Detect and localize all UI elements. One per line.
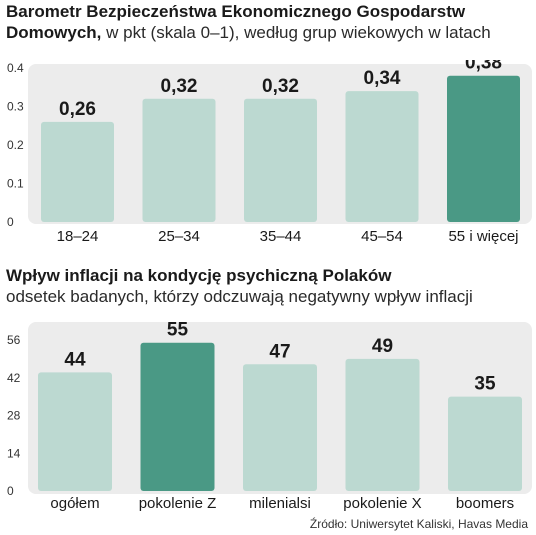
chart2-category-label: boomers bbox=[456, 495, 514, 512]
chart2-title: Wpływ inflacji na kondycję psychiczną Po… bbox=[6, 266, 392, 285]
chart1-category-label: 35–44 bbox=[260, 228, 302, 245]
chart1-title: Barometr Bezpieczeństwa Ekonomicznego Go… bbox=[6, 2, 466, 42]
chart2-category-label: pokolenie Z bbox=[139, 495, 217, 512]
chart2-category-label: milenialsi bbox=[249, 495, 311, 512]
chart1-category-label: 25–34 bbox=[158, 228, 200, 245]
chart2-category-label: pokolenie X bbox=[343, 495, 421, 512]
chart2-ytick: 28 bbox=[7, 409, 21, 423]
chart1-ytick: 0.1 bbox=[7, 177, 24, 191]
chart1-category-label: 45–54 bbox=[361, 228, 403, 245]
chart1-value-label: 0,32 bbox=[161, 76, 198, 97]
chart2-ytick: 56 bbox=[7, 333, 21, 347]
chart1-category-label: 55 i więcej bbox=[448, 228, 518, 245]
chart1-ytick: 0.2 bbox=[7, 138, 24, 152]
chart2-bar bbox=[448, 396, 522, 491]
source-note: Źródło: Uniwersytet Kaliski, Havas Media bbox=[309, 517, 528, 531]
chart2-subtitle: odsetek badanych, którzy odczuwają negat… bbox=[6, 287, 473, 306]
chart2-value-label: 49 bbox=[372, 336, 393, 357]
chart2-value-label: 55 bbox=[167, 320, 189, 341]
chart1-ytick: 0 bbox=[7, 215, 14, 229]
chart2-value-label: 35 bbox=[474, 374, 496, 395]
chart1-value-label: 0,34 bbox=[364, 68, 401, 89]
chart1-bar bbox=[447, 75, 520, 222]
chart2-value-label: 47 bbox=[269, 341, 290, 362]
chart1-value-label: 0,32 bbox=[262, 76, 299, 97]
chart2-bar bbox=[140, 342, 215, 491]
chart1-title-block: Barometr Bezpieczeństwa Ekonomicznego Go… bbox=[6, 1, 532, 43]
chart1-bar bbox=[41, 121, 114, 222]
chart2-ytick: 42 bbox=[7, 371, 21, 385]
chart1-ytick: 0.3 bbox=[7, 100, 24, 114]
chart2-bar bbox=[345, 358, 420, 491]
chart1-subtitle: w pkt (skala 0–1), według grup wiekowych… bbox=[106, 23, 491, 42]
chart1-plot: 0 0.1 0.2 0.3 0.4 0,26 18–24 0,32 25–34 0,32 35–44… bbox=[7, 60, 532, 245]
chart2-ytick: 14 bbox=[7, 446, 21, 460]
chart1-ytick: 0.4 bbox=[7, 61, 24, 75]
chart2-plot: 0 14 28 42 56 44 ogółem 55 pokolenie Z 47 milenial… bbox=[7, 320, 532, 512]
chart2-bar bbox=[243, 364, 317, 491]
chart2-value-label: 44 bbox=[64, 349, 86, 370]
chart1-value-label: 0,26 bbox=[59, 99, 96, 120]
chart2-title-block: Wpływ inflacji na kondycję psychiczną Po… bbox=[6, 265, 532, 307]
chart1-bar bbox=[142, 98, 216, 222]
chart2-category-label: ogółem bbox=[50, 495, 99, 512]
chart1-category-label: 18–24 bbox=[57, 228, 99, 245]
chart2-ytick: 0 bbox=[7, 484, 14, 498]
chart1-value-label: 0,38 bbox=[465, 60, 502, 74]
chart1-bar bbox=[244, 98, 317, 222]
chart2-bar bbox=[38, 372, 112, 491]
chart1-bar bbox=[345, 91, 419, 222]
